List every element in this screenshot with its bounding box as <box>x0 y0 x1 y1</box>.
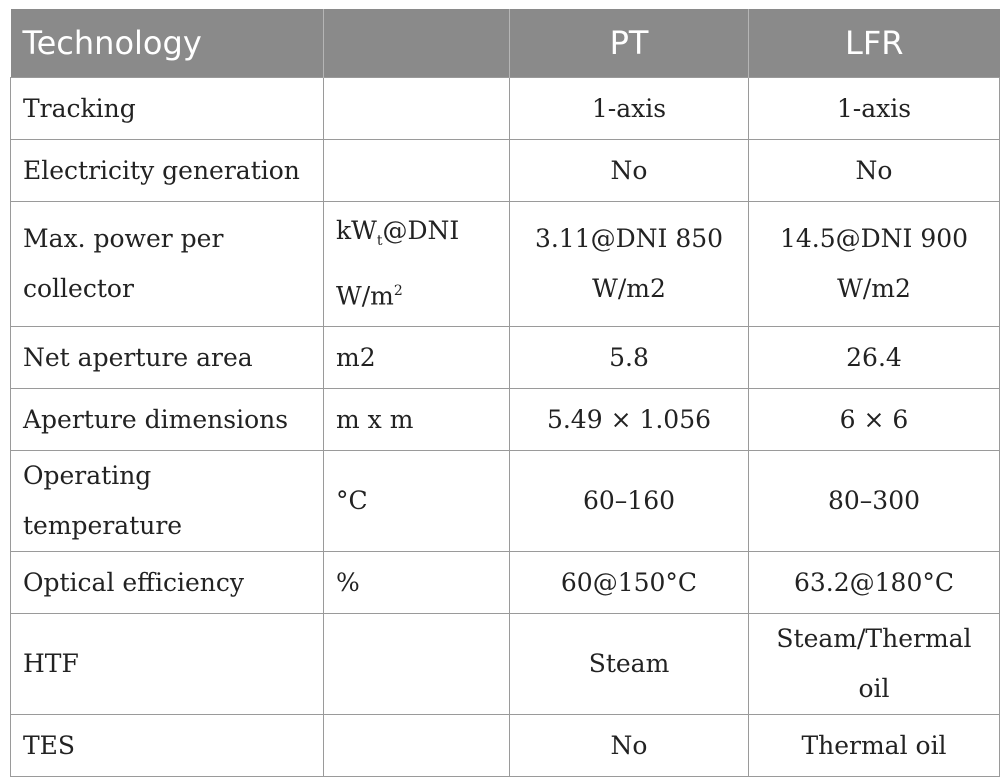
unit-wm: W/m <box>336 281 394 311</box>
table-row: Max. power per collector kWt@DNI W/m2 3.1… <box>10 201 1000 327</box>
row-pt: 60@150°C <box>509 551 749 614</box>
row-label: Optical efficiency <box>10 551 324 614</box>
row-lfr: 6 × 6 <box>748 388 1000 451</box>
row-pt: 1-axis <box>509 77 749 140</box>
row-label: TES <box>10 714 324 777</box>
table-row: Operating temperature °C 60–160 80–300 <box>10 450 1000 552</box>
row-lfr: 80–300 <box>748 450 1000 552</box>
row-lfr: Steam/Thermal oil <box>748 613 1000 715</box>
unit-kw: kW <box>336 216 377 246</box>
row-unit <box>323 139 510 202</box>
row-lfr: Thermal oil <box>748 714 1000 777</box>
row-pt: 60–160 <box>509 450 749 552</box>
unit-subscript: t <box>376 233 383 250</box>
row-unit: °C <box>323 450 510 552</box>
row-pt: 3.11@DNI 850 W/m2 <box>509 201 749 327</box>
row-unit <box>323 714 510 777</box>
row-unit: % <box>323 551 510 614</box>
row-lfr: 1-axis <box>748 77 1000 140</box>
row-unit: kWt@DNI W/m2 <box>323 201 510 327</box>
row-label: Electricity generation <box>10 139 324 202</box>
unit-dni: @DNI <box>382 216 460 246</box>
table-row: Aperture dimensions m x m 5.49 × 1.056 6… <box>10 388 1000 451</box>
row-label: Max. power per collector <box>10 201 324 327</box>
table-row: HTF Steam Steam/Thermal oil <box>10 613 1000 715</box>
row-label: Net aperture area <box>10 326 324 389</box>
row-lfr: 26.4 <box>748 326 1000 389</box>
row-lfr: 14.5@DNI 900 W/m2 <box>748 201 1000 327</box>
row-lfr: No <box>748 139 1000 202</box>
row-pt: 5.8 <box>509 326 749 389</box>
row-label: HTF <box>10 613 324 715</box>
row-pt: No <box>509 714 749 777</box>
header-lfr: LFR <box>748 9 1000 78</box>
row-unit: m x m <box>323 388 510 451</box>
unit-superscript: 2 <box>393 283 403 300</box>
row-label: Aperture dimensions <box>10 388 324 451</box>
row-lfr: 63.2@180°C <box>748 551 1000 614</box>
row-unit: m2 <box>323 326 510 389</box>
table-row: Net aperture area m2 5.8 26.4 <box>10 326 1000 389</box>
table-row: Electricity generation No No <box>10 139 1000 202</box>
row-unit <box>323 77 510 140</box>
row-pt: Steam <box>509 613 749 715</box>
row-label: Operating temperature <box>10 450 324 552</box>
header-pt: PT <box>509 9 749 78</box>
row-pt: 5.49 × 1.056 <box>509 388 749 451</box>
row-unit <box>323 613 510 715</box>
table-row: TES No Thermal oil <box>10 714 1000 777</box>
comparison-table: Technology PT LFR Tracking 1-axis 1-axis… <box>10 9 1000 777</box>
header-unit <box>323 9 510 78</box>
header-row: Technology PT LFR <box>10 9 1000 78</box>
table-row: Optical efficiency % 60@150°C 63.2@180°C <box>10 551 1000 614</box>
header-technology: Technology <box>10 9 324 78</box>
table-row: Tracking 1-axis 1-axis <box>10 77 1000 140</box>
row-label: Tracking <box>10 77 324 140</box>
row-pt: No <box>509 139 749 202</box>
